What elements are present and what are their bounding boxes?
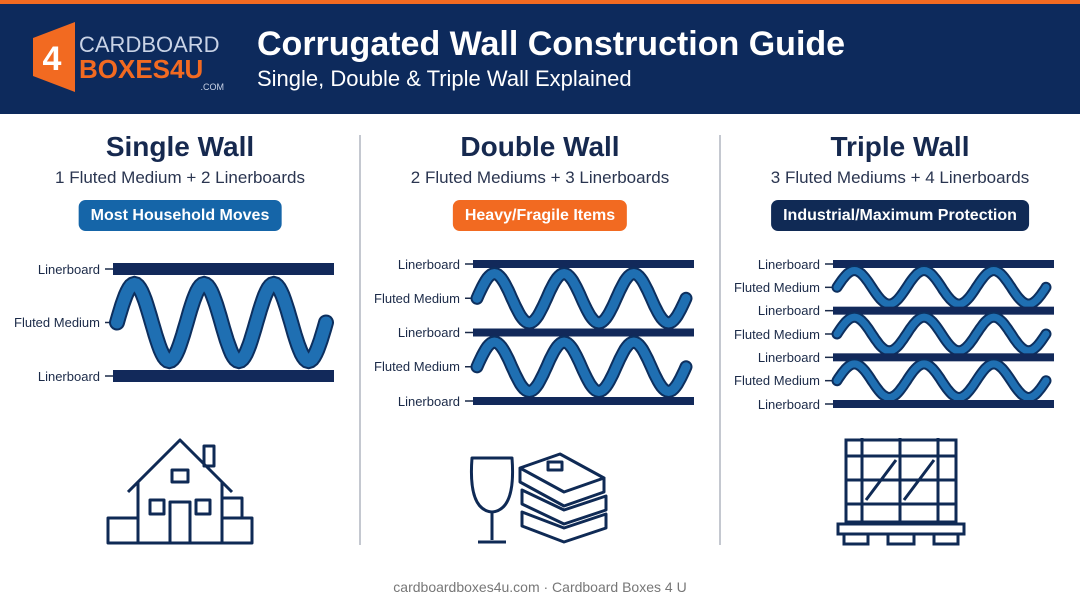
linerboard: [113, 263, 334, 275]
flute: [472, 337, 691, 396]
column-title: Double Wall: [460, 131, 620, 162]
flute: [111, 277, 332, 368]
layer-label: Fluted Medium: [14, 315, 100, 330]
linerboard: [473, 397, 694, 405]
logo-suffix: .COM: [201, 82, 225, 92]
badge: Heavy/Fragile Items: [452, 200, 628, 231]
logo-shape: [33, 22, 75, 92]
layer-label: Linerboard: [757, 256, 820, 272]
linerboard: [833, 400, 1054, 408]
layer-label: Linerboard: [397, 256, 460, 272]
linerboard: [833, 353, 1054, 362]
linerboard: [473, 260, 694, 268]
logo-line2: BOXES4U: [79, 54, 203, 84]
layer-label: Linerboard: [757, 303, 820, 319]
layer-label: Linerboard: [757, 349, 820, 365]
flute: [472, 269, 691, 328]
layer-label: Linerboard: [757, 396, 820, 412]
layer-label: Linerboard: [37, 368, 100, 384]
footer: cardboardboxes4u.com · Cardboard Boxes 4…: [393, 579, 686, 595]
layer-label: Fluted Medium: [734, 279, 820, 295]
layer-label: Fluted Medium: [734, 326, 820, 342]
linerboard: [113, 370, 334, 382]
layer-label: Fluted Medium: [374, 359, 460, 375]
layer-label: Fluted Medium: [374, 290, 460, 306]
header-stripe: [0, 0, 1080, 4]
linerboard: [833, 306, 1054, 315]
linerboard: [473, 328, 694, 337]
flute: [833, 266, 1050, 308]
linerboard: [833, 260, 1054, 268]
column-title: Triple Wall: [830, 131, 970, 162]
crate-icon: [836, 438, 966, 546]
layer-label: Fluted Medium: [734, 373, 820, 389]
header-bar: [0, 0, 1080, 114]
layer-label: Linerboard: [397, 325, 460, 340]
column-subtitle: 1 Fluted Medium + 2 Linerboards: [55, 168, 305, 187]
badge: Most Household Moves: [78, 200, 282, 231]
badge: Industrial/Maximum Protection: [771, 200, 1029, 231]
flute: [833, 313, 1050, 355]
title: Corrugated Wall Construction Guide: [257, 25, 845, 63]
layer-label: Linerboard: [397, 393, 460, 409]
column-title: Single Wall: [105, 131, 255, 162]
column-subtitle: 2 Fluted Mediums + 3 Linerboards: [410, 168, 670, 187]
column-subtitle: 3 Fluted Mediums + 4 Linerboards: [770, 168, 1030, 187]
house-icon: [106, 438, 254, 545]
layer-label: Linerboard: [37, 261, 100, 277]
glass-books-icon: [469, 452, 608, 544]
logo-number: 4: [43, 40, 62, 78]
logo-line1: CARDBOARD: [79, 32, 220, 57]
flute: [833, 360, 1050, 402]
subtitle: Single, Double & Triple Wall Explained: [257, 66, 632, 91]
